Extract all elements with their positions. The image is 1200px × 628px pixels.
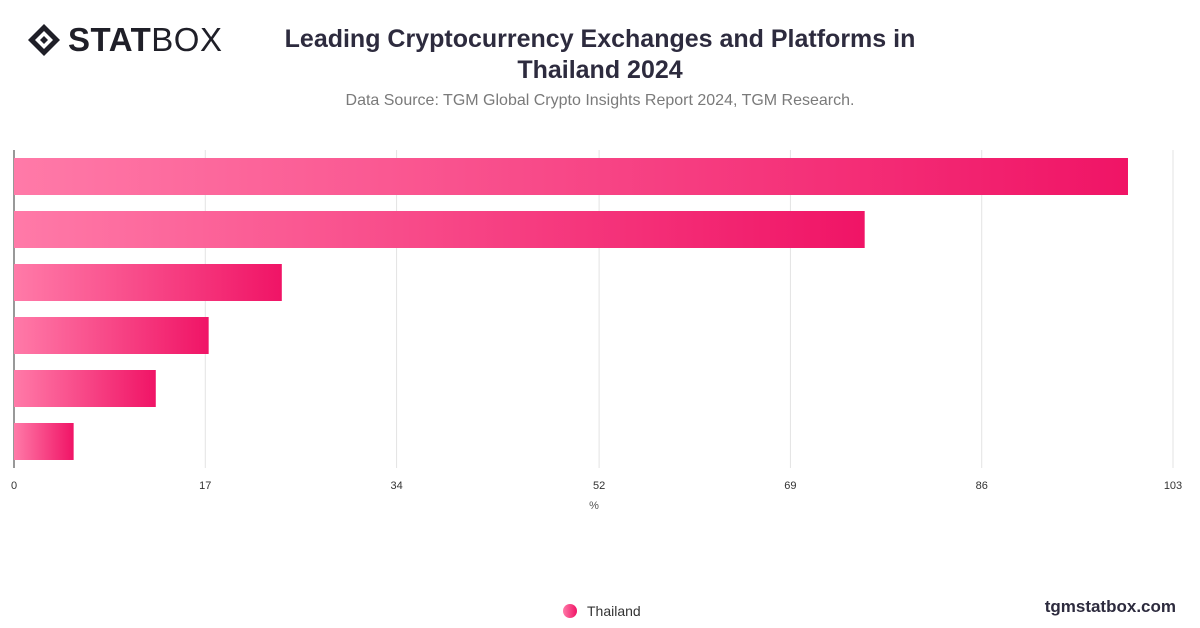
bar-5[interactable] [14, 370, 156, 407]
bar-3[interactable] [14, 264, 282, 301]
footer-site-link[interactable]: tgmstatbox.com [1044, 597, 1176, 616]
logo-stat-text: STAT [68, 21, 152, 58]
x-tick-label: 34 [390, 480, 402, 492]
bar-6[interactable] [14, 423, 74, 460]
x-tick-label: 52 [593, 480, 605, 492]
statbox-logo: STATBOX [26, 22, 222, 58]
x-tick-label: 17 [199, 480, 211, 492]
x-tick-label: 69 [784, 480, 796, 492]
legend-marker-icon [563, 604, 577, 618]
bar-4[interactable] [14, 317, 209, 354]
bar-2[interactable] [14, 211, 865, 248]
chart-title: Leading Cryptocurrency Exchanges and Pla… [284, 25, 916, 84]
statbox-diamond-icon [28, 24, 60, 56]
x-tick-label: 0 [11, 480, 17, 492]
logo-wordmark: STATBOX [68, 22, 222, 58]
legend-label-thailand: Thailand [587, 603, 641, 619]
x-tick-label: 103 [1164, 480, 1182, 492]
chart-legend[interactable]: Thailand [563, 603, 641, 619]
bar-1[interactable] [14, 158, 1128, 195]
chart-subtitle: Data Source: TGM Global Crypto Insights … [345, 92, 855, 109]
x-tick-label: 86 [976, 480, 988, 492]
x-axis-title: % [589, 500, 599, 512]
logo-box-text: BOX [151, 21, 223, 58]
bar-chart: 0 17 34 52 69 86 103 % [11, 150, 1182, 512]
